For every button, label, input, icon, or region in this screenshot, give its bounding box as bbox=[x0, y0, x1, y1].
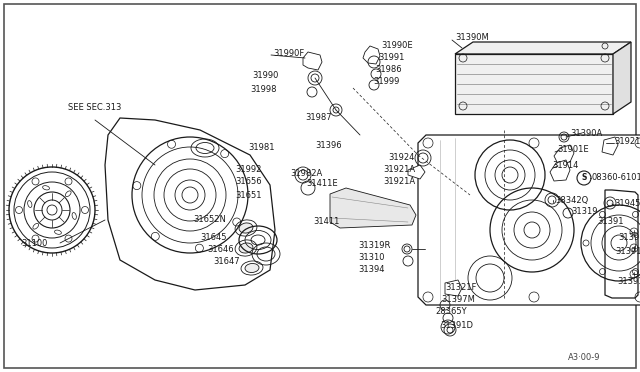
Text: 31991: 31991 bbox=[378, 52, 404, 61]
Polygon shape bbox=[550, 160, 570, 181]
Text: 31647: 31647 bbox=[213, 257, 239, 266]
Text: 31319R: 31319R bbox=[358, 241, 390, 250]
Polygon shape bbox=[408, 165, 425, 179]
Polygon shape bbox=[554, 145, 574, 164]
Text: S: S bbox=[581, 173, 587, 183]
Text: 31987: 31987 bbox=[305, 113, 332, 122]
Text: 38342Q: 38342Q bbox=[555, 196, 588, 205]
Polygon shape bbox=[455, 42, 631, 54]
Polygon shape bbox=[105, 118, 275, 290]
Text: 31981: 31981 bbox=[248, 144, 275, 153]
Text: 31391D: 31391D bbox=[440, 321, 473, 330]
Text: 31901E: 31901E bbox=[557, 145, 589, 154]
Text: 28365Y: 28365Y bbox=[435, 308, 467, 317]
Text: 31391A: 31391A bbox=[615, 247, 640, 257]
Text: 31921A: 31921A bbox=[383, 176, 415, 186]
Ellipse shape bbox=[245, 263, 259, 273]
Polygon shape bbox=[455, 54, 613, 114]
Text: 31391B: 31391B bbox=[618, 232, 640, 241]
Text: 31411: 31411 bbox=[313, 217, 339, 225]
Text: 31656: 31656 bbox=[235, 177, 262, 186]
Text: 31397M: 31397M bbox=[441, 295, 475, 305]
Text: 31100: 31100 bbox=[21, 238, 47, 247]
Text: A3·00-9: A3·00-9 bbox=[568, 353, 600, 362]
Polygon shape bbox=[363, 46, 380, 64]
Text: 31945: 31945 bbox=[614, 199, 640, 208]
Text: 31321F: 31321F bbox=[445, 282, 476, 292]
Text: 31319: 31319 bbox=[571, 206, 598, 215]
Polygon shape bbox=[605, 190, 638, 298]
Text: 31992: 31992 bbox=[235, 166, 261, 174]
Text: 31921A: 31921A bbox=[383, 164, 415, 173]
Text: 31411E: 31411E bbox=[306, 180, 338, 189]
Text: SEE SEC.313: SEE SEC.313 bbox=[68, 103, 122, 112]
Text: 08360-61012: 08360-61012 bbox=[592, 173, 640, 183]
Polygon shape bbox=[602, 137, 618, 155]
Text: 31999: 31999 bbox=[373, 77, 399, 86]
Text: 31651: 31651 bbox=[235, 190, 262, 199]
Text: 31998: 31998 bbox=[250, 84, 276, 93]
Text: 31394: 31394 bbox=[358, 264, 385, 273]
Polygon shape bbox=[418, 135, 640, 305]
Text: 31310: 31310 bbox=[358, 253, 385, 262]
Ellipse shape bbox=[239, 223, 253, 233]
Text: 31391: 31391 bbox=[597, 217, 623, 225]
Text: 31921: 31921 bbox=[614, 138, 640, 147]
Text: 31990: 31990 bbox=[252, 71, 278, 80]
Polygon shape bbox=[613, 42, 631, 114]
Text: 31390A: 31390A bbox=[570, 128, 602, 138]
Polygon shape bbox=[303, 52, 322, 70]
Text: 31990F: 31990F bbox=[273, 48, 304, 58]
Text: 31982A: 31982A bbox=[290, 170, 323, 179]
Text: 31986: 31986 bbox=[375, 64, 402, 74]
Text: 31396: 31396 bbox=[315, 141, 342, 150]
Polygon shape bbox=[445, 280, 462, 296]
Text: 31914: 31914 bbox=[552, 161, 579, 170]
Text: 31646: 31646 bbox=[207, 244, 234, 253]
Text: 31391C: 31391C bbox=[617, 276, 640, 285]
Polygon shape bbox=[330, 188, 416, 228]
Text: 31652N: 31652N bbox=[193, 215, 226, 224]
Text: 31924: 31924 bbox=[388, 153, 414, 161]
Ellipse shape bbox=[239, 243, 253, 253]
Text: 31990E: 31990E bbox=[381, 41, 413, 49]
Text: 31645: 31645 bbox=[200, 232, 227, 241]
Text: 31390M: 31390M bbox=[455, 33, 489, 42]
